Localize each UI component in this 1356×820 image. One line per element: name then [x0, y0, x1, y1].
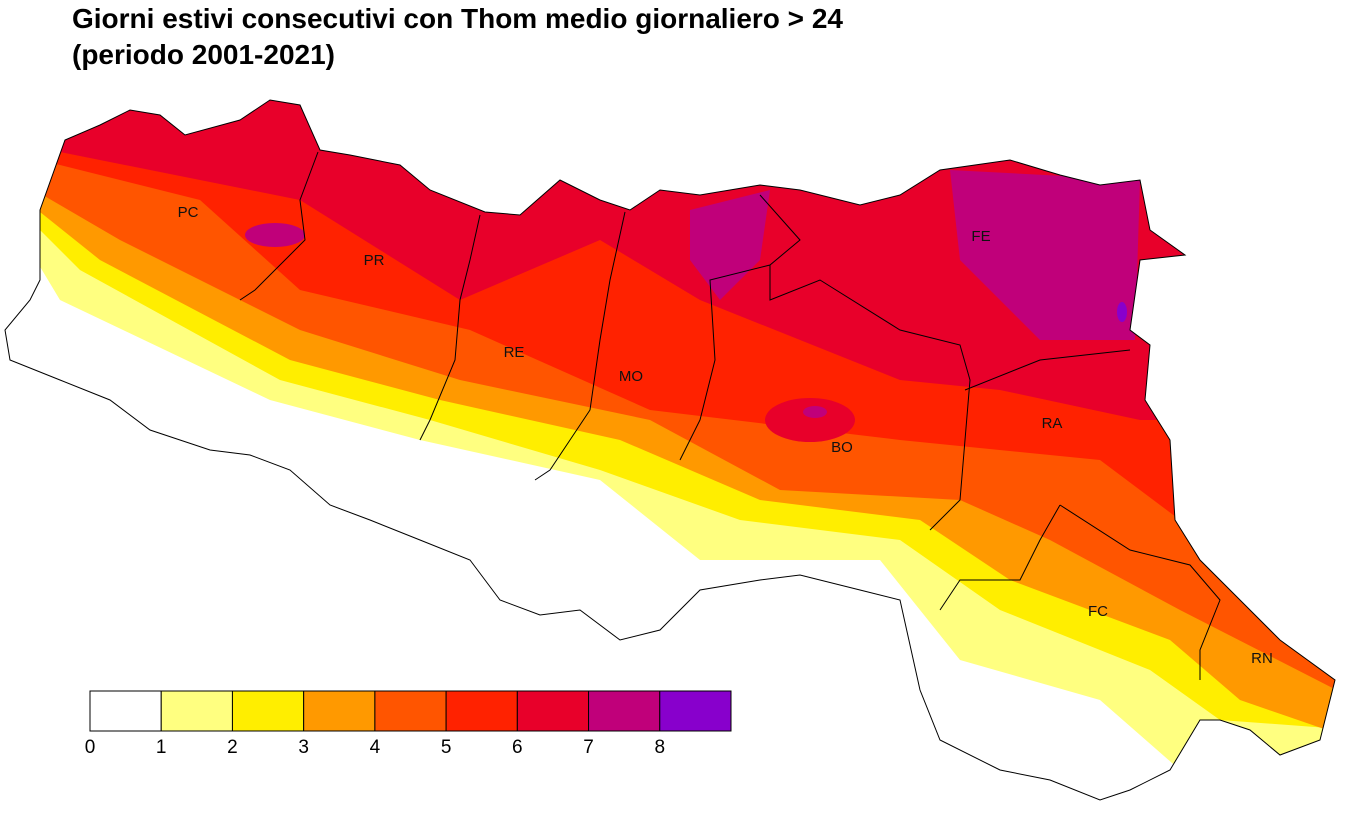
legend-tick: 6: [512, 737, 523, 758]
province-border: [534, 211, 626, 481]
province-border: [679, 194, 801, 461]
province-border: [769, 265, 971, 531]
province-border: [239, 151, 319, 301]
province-label: PR: [364, 252, 385, 269]
legend-swatch: [445, 690, 518, 732]
legend-swatch: [588, 690, 661, 732]
band: [950, 170, 1140, 340]
province-label: RA: [1042, 415, 1063, 432]
legend-tick: 3: [298, 737, 309, 758]
province-border: [939, 504, 1061, 611]
legend-swatch: [160, 690, 233, 732]
legend-tick: 2: [227, 737, 238, 758]
legend-swatch: [516, 690, 590, 732]
province-border: [964, 349, 1131, 391]
legend-tick: 0: [85, 737, 96, 758]
legend: 0 1 2 3 4 5 6 7 8: [85, 690, 732, 758]
province-border: [419, 214, 481, 441]
province-label: RN: [1251, 650, 1273, 667]
legend-swatch: [231, 690, 305, 732]
legend-tick: 5: [441, 737, 452, 758]
region-outline: [4, 99, 1336, 801]
province-label: PC: [178, 204, 199, 221]
legend-tick: 1: [156, 737, 167, 758]
province-label: BO: [831, 439, 853, 456]
province-border: [1059, 504, 1221, 680]
band: [1117, 302, 1127, 322]
title-line: Giorni estivi consecutivi con Thom medio…: [72, 3, 843, 34]
province-label: MO: [619, 368, 643, 385]
legend-swatch: [659, 690, 732, 732]
province-label: FE: [971, 228, 990, 245]
legend-tick: 4: [370, 737, 381, 758]
title-line: (periodo 2001-2021): [72, 39, 335, 70]
province-label: FC: [1088, 603, 1108, 620]
band: [690, 190, 770, 300]
band: [245, 223, 305, 247]
legend-swatch: [374, 690, 447, 732]
borders: [4, 99, 1336, 801]
legend-swatch: [303, 690, 376, 732]
legend-tick: 8: [654, 737, 665, 758]
province-label: RE: [504, 344, 525, 361]
band: [803, 406, 827, 418]
legend-tick: 7: [583, 737, 594, 758]
legend-swatch: [89, 690, 162, 732]
band: [765, 398, 855, 442]
